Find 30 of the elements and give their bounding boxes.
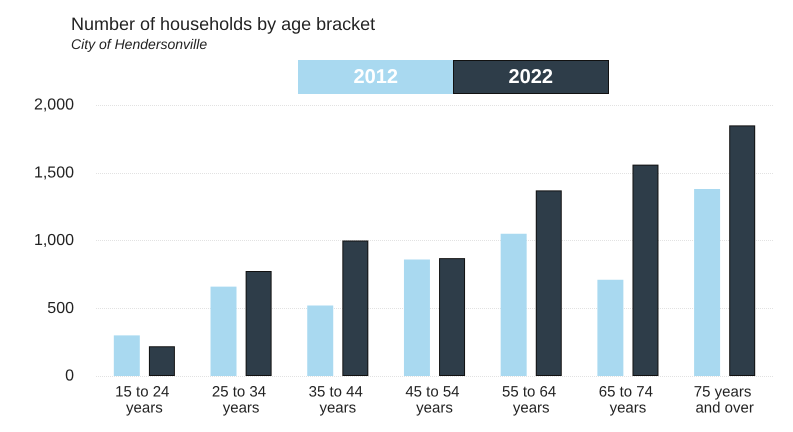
y-tick-label: 1,500: [34, 164, 74, 182]
bar: [597, 280, 624, 376]
x-tick-label: 75 years and over: [694, 384, 756, 416]
bar: [694, 189, 720, 376]
text: 2012: [354, 66, 398, 88]
bar: [729, 125, 756, 376]
y-tick-label: 2,000: [34, 96, 74, 114]
y-tick-label: 500: [47, 300, 74, 317]
x-tick-label: 25 to 34 years: [212, 384, 270, 416]
bar: [500, 234, 527, 376]
x-tick-label: 15 to 24 years: [115, 384, 174, 416]
text: 2022: [508, 66, 553, 88]
y-tick-label: 1,000: [34, 232, 74, 249]
bar: [210, 286, 237, 376]
bar: [342, 240, 368, 376]
bar: [148, 346, 175, 376]
chart-title: Number of households by age bracket: [71, 14, 376, 34]
bar: [404, 259, 430, 376]
bar: [439, 258, 466, 376]
bar: [632, 164, 658, 376]
x-tick-label: 65 to 74 years: [598, 384, 658, 416]
bar: [114, 335, 140, 376]
bar: [307, 306, 334, 376]
bar: [536, 190, 562, 376]
bar: [246, 270, 272, 376]
x-tick-label: 45 to 54 years: [405, 384, 464, 416]
x-tick-label: 55 to 64 years: [502, 384, 560, 416]
x-tick-label: 35 to 44 years: [308, 384, 367, 416]
chart-subtitle: City of Hendersonville: [71, 36, 208, 52]
y-tick-label: 0: [65, 368, 74, 384]
